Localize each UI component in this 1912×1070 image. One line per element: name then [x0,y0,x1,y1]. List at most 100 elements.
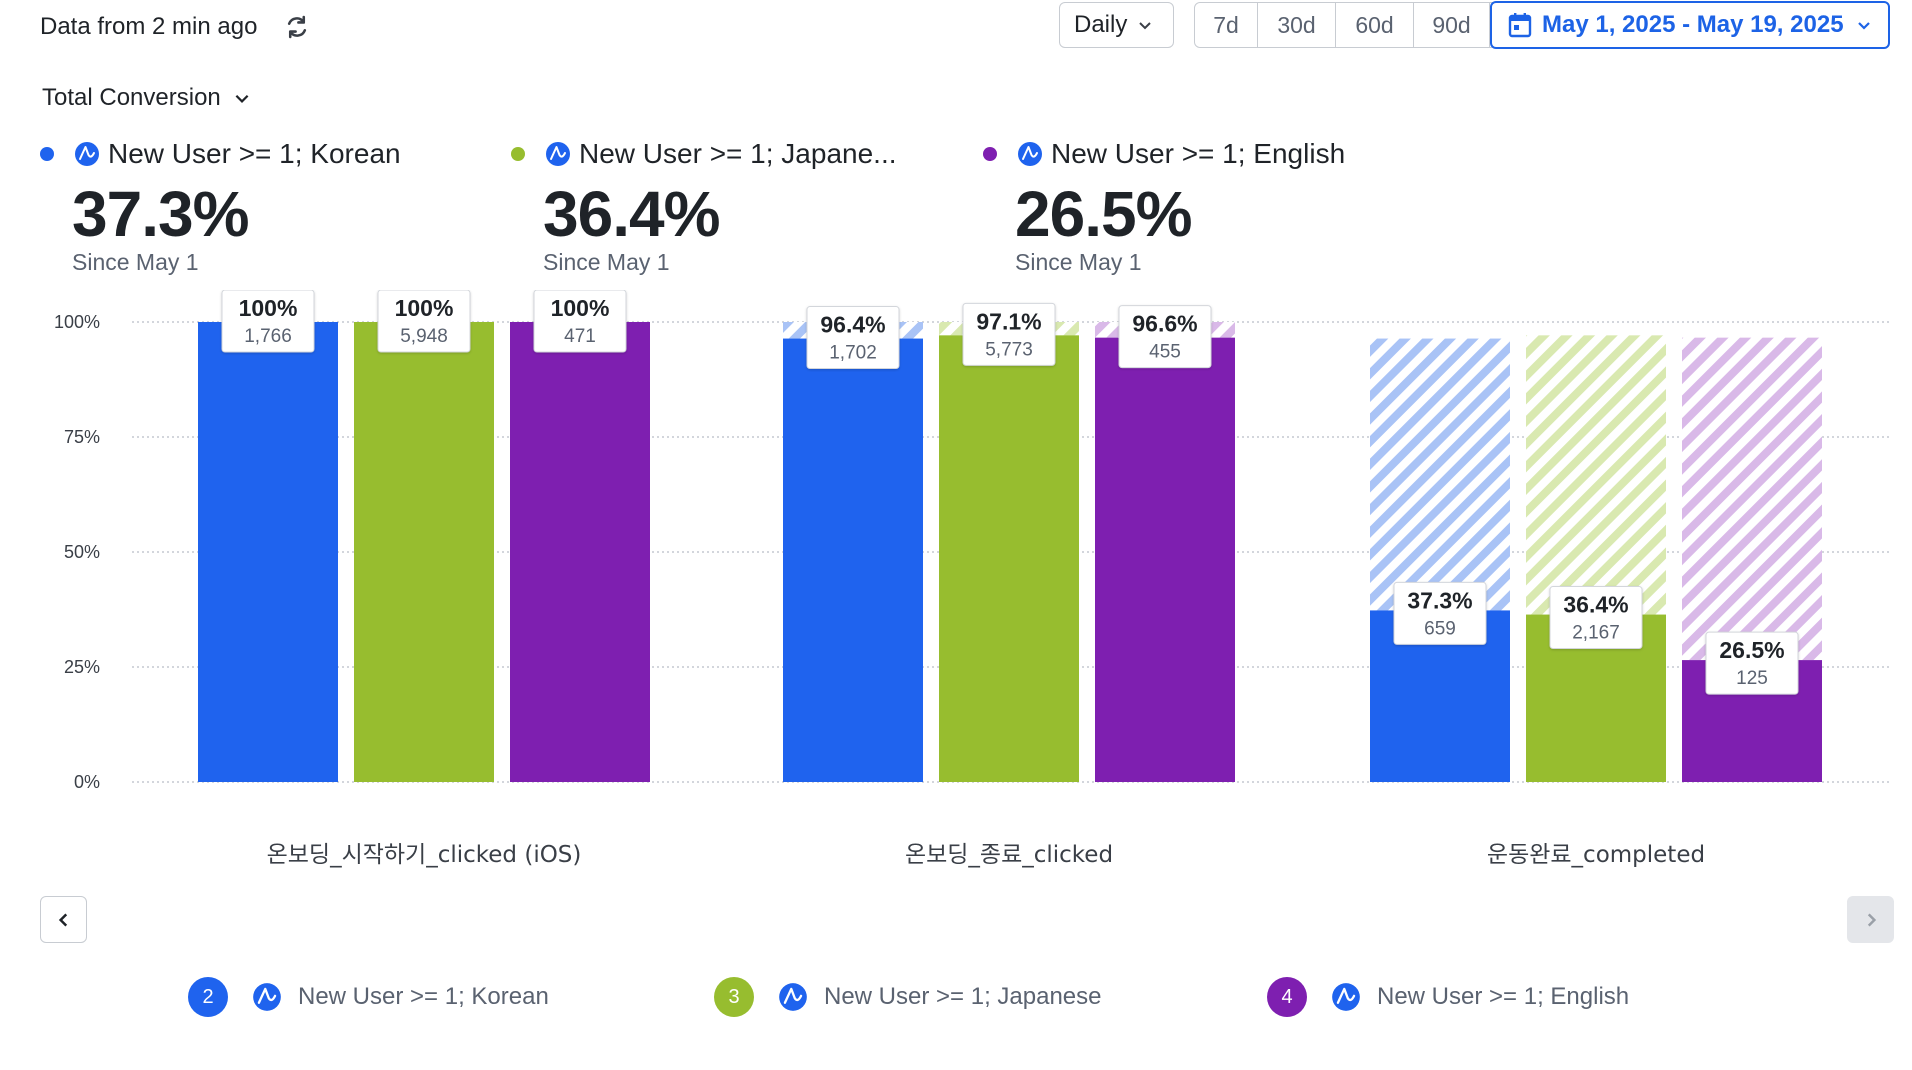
previous-page-button[interactable] [40,896,87,943]
bar-value-label: 37.3% 659 [1393,581,1487,645]
bar-value-label: 36.4% 2,167 [1549,586,1643,650]
label-box [962,302,1056,366]
segment-icon [75,142,99,166]
date-range-label: May 1, 2025 - May 19, 2025 [1542,11,1844,38]
series-total: 36.4% [543,178,720,250]
calendar-icon [1508,13,1532,38]
series-since: Since May 1 [72,249,199,275]
y-tick-label: 0% [74,772,100,792]
label-box [1118,305,1212,369]
bar-count-label: 1,702 [829,343,877,364]
x-category-label: 운동완료_completed [1487,842,1705,868]
series-dot [511,147,525,161]
bar-value-label: 100% 1,766 [221,290,315,353]
segment-icon [253,983,281,1011]
legend-label: New User >= 1; Korean [298,983,549,1010]
bar-value-label: 26.5% 125 [1705,631,1799,695]
label-box [1393,581,1487,645]
label-box [377,290,471,353]
series-summary-korean: New User >= 1; Korean 37.3% Since May 1 [40,136,401,276]
bar-value-label: 97.1% 5,773 [962,302,1056,366]
label-box [1549,586,1643,650]
series-dot [40,147,54,161]
metric-label: Total Conversion [42,84,221,111]
dropoff-bar[interactable] [1370,338,1510,611]
freshness-text: Data from 2 min ago [40,13,258,40]
label-box [221,290,315,353]
bar-count-label: 1,766 [244,326,292,347]
chevron-down-icon [235,94,249,103]
chevron-down-icon [1857,22,1870,30]
series-since: Since May 1 [543,249,670,275]
bar-value-label: 100% 5,948 [377,290,471,353]
segment-index-badge: 4 [1267,977,1307,1017]
bar-count-label: 471 [564,326,596,347]
range-7d-button[interactable]: 7d [1195,3,1258,47]
dropoff-bar[interactable] [1682,337,1822,661]
label-box [1705,631,1799,695]
conversion-bar[interactable] [510,322,650,782]
chevron-right-icon [1867,912,1876,927]
conversion-bar[interactable] [198,322,338,782]
range-60d-button[interactable]: 60d [1336,3,1414,47]
legend-item-english[interactable]: 4 New User >= 1; English [1267,977,1629,1017]
dropoff-bar[interactable] [1526,335,1666,615]
series-summary-japanese: New User >= 1; Japane... 36.4% Since May… [511,136,897,276]
conversion-bar[interactable] [783,338,923,782]
bar-count-label: 2,167 [1572,623,1620,644]
series-since: Since May 1 [1015,249,1142,275]
bar-percent-label: 96.4% [820,312,885,338]
bar-value-label: 100% 471 [533,290,627,353]
interval-label: Daily [1074,11,1128,38]
refresh-icon[interactable] [283,13,311,41]
conversion-bar[interactable] [939,335,1079,782]
bar-value-label: 96.4% 1,702 [806,306,900,370]
y-tick-label: 50% [64,542,100,562]
series-total: 37.3% [72,178,249,250]
series-summary-english: New User >= 1; English 26.5% Since May 1 [983,136,1345,276]
segment-index-badge: 2 [188,977,228,1017]
bar-count-label: 659 [1424,618,1456,639]
next-page-button[interactable] [1847,896,1894,943]
bar-count-label: 455 [1149,342,1181,363]
series-total: 26.5% [1015,178,1192,250]
data-freshness: Data from 2 min ago [40,10,311,44]
x-category-label: 온보딩_종료_clicked [905,842,1113,868]
legend-label: New User >= 1; Japanese [824,983,1102,1010]
date-range-presets: 7d 30d 60d 90d May 1, 2025 - May 19, 202… [1194,1,1890,49]
bar-count-label: 5,948 [400,326,448,347]
series-name: New User >= 1; Korean [108,138,401,169]
legend-item-korean[interactable]: 2 New User >= 1; Korean [188,977,549,1017]
conversion-bar[interactable] [354,322,494,782]
y-tick-label: 100% [54,312,100,332]
label-box [806,306,900,370]
legend-label: New User >= 1; English [1377,983,1630,1010]
funnel-bar-chart: 0% 25% 50% 75% 100% 100% 1,766 96.4% 1,702 37.3%… [54,290,1890,868]
segment-icon [1018,142,1042,166]
segment-icon [1332,983,1360,1011]
conversion-bar[interactable] [1095,337,1235,782]
label-box [533,290,627,353]
segment-index-badge: 3 [714,977,754,1017]
chevron-left-icon [58,912,67,927]
date-range-picker[interactable]: May 1, 2025 - May 19, 2025 [1490,1,1890,49]
bar-count-label: 125 [1736,668,1768,689]
interval-select[interactable]: Daily [1059,2,1174,48]
bar-count-label: 5,773 [985,339,1033,360]
range-30d-button[interactable]: 30d [1258,3,1336,47]
bar-percent-label: 26.5% [1719,637,1784,663]
segment-icon [546,142,570,166]
series-name: New User >= 1; English [1051,138,1346,169]
metric-select[interactable]: Total Conversion [42,82,251,114]
bar-value-label: 96.6% 455 [1118,305,1212,369]
y-tick-label: 25% [64,657,100,677]
bar-percent-label: 36.4% [1563,592,1628,618]
legend-item-japanese[interactable]: 3 New User >= 1; Japanese [714,977,1102,1017]
bar-percent-label: 100% [239,295,298,321]
x-category-label: 온보딩_시작하기_clicked (iOS) [267,842,582,868]
bar-percent-label: 37.3% [1407,587,1472,613]
y-tick-label: 75% [64,427,100,447]
bar-percent-label: 100% [395,295,454,321]
bar-percent-label: 96.6% [1132,311,1197,337]
range-90d-button[interactable]: 90d [1414,3,1490,47]
